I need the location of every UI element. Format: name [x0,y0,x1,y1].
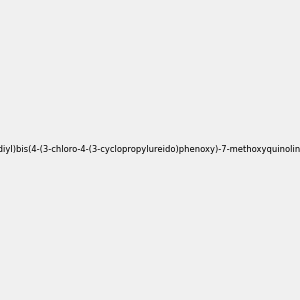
Text: N,N'-(ethane-1,1-diyl)bis(4-(3-chloro-4-(3-cyclopropylureido)phenoxy)-7-methoxyq: N,N'-(ethane-1,1-diyl)bis(4-(3-chloro-4-… [0,146,300,154]
